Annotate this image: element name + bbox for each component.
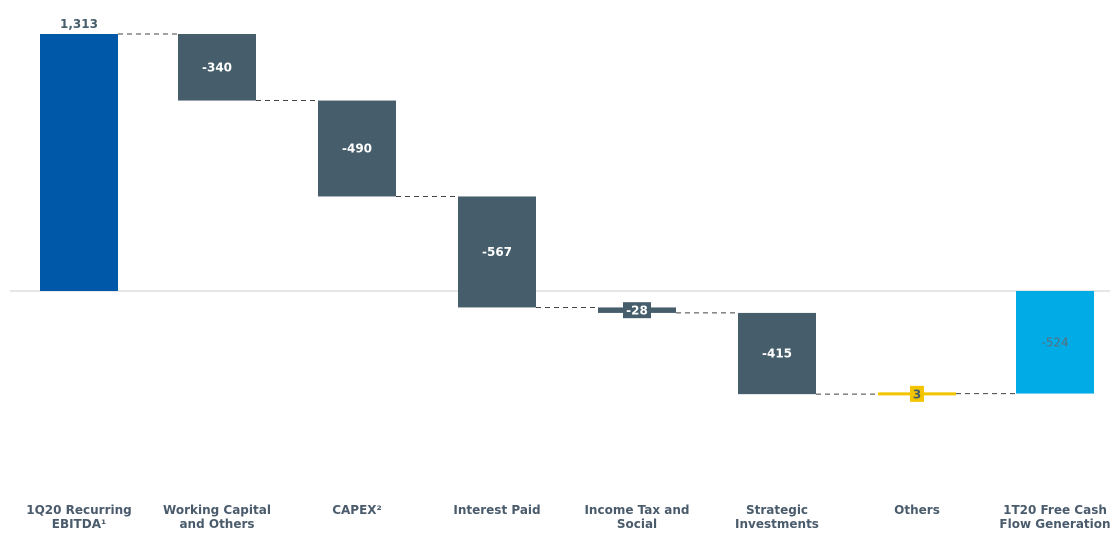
category-label-line: Investments [735,517,819,531]
category-label-line: 1Q20 Recurring [26,503,132,517]
bar-3 [318,100,396,197]
category-label-line: Working Capital [163,503,271,517]
value-label-3: -490 [342,142,372,156]
category-label-6: Strategic Investments [712,503,842,531]
bar-8 [1016,291,1094,394]
bar-1 [40,34,118,291]
category-label-8: 1T20 Free Cash Flow Generation [990,503,1114,531]
value-label-box-7 [910,385,924,402]
category-label-7: Others [852,503,982,517]
value-label-6: -415 [762,347,792,361]
value-label-4: -567 [482,245,512,259]
category-label-line: Social [616,517,658,531]
category-label-1: 1Q20 Recurring EBITDA¹ [14,503,144,531]
value-label-8: -524 [1041,335,1068,349]
category-label-4: Interest Paid [432,503,562,517]
category-label-line: Flow Generation [999,517,1111,531]
category-label-5: Income Tax and Social [572,503,702,531]
value-label-5: -28 [626,304,648,318]
bar-4 [458,196,536,308]
category-label-line: 1T20 Free Cash [1003,503,1107,517]
value-label-7: 3 [913,387,921,401]
category-label-line: and Others [179,517,255,531]
value-label-box-5 [623,302,651,319]
bar-6 [738,312,816,395]
category-label-line: Others [894,503,940,517]
category-label-line: EBITDA¹ [51,517,107,531]
category-label-line: CAPEX² [332,503,382,517]
category-label-line: Strategic [745,503,809,517]
category-label-3: CAPEX² [292,503,422,517]
bar-2 [178,34,256,101]
category-label-2: Working Capital and Others [152,503,282,531]
category-label-line: Income Tax and [584,503,690,517]
value-label-2: -340 [202,60,232,74]
value-label-1: 1,313 [60,17,98,31]
category-label-line: Interest Paid [453,503,541,517]
